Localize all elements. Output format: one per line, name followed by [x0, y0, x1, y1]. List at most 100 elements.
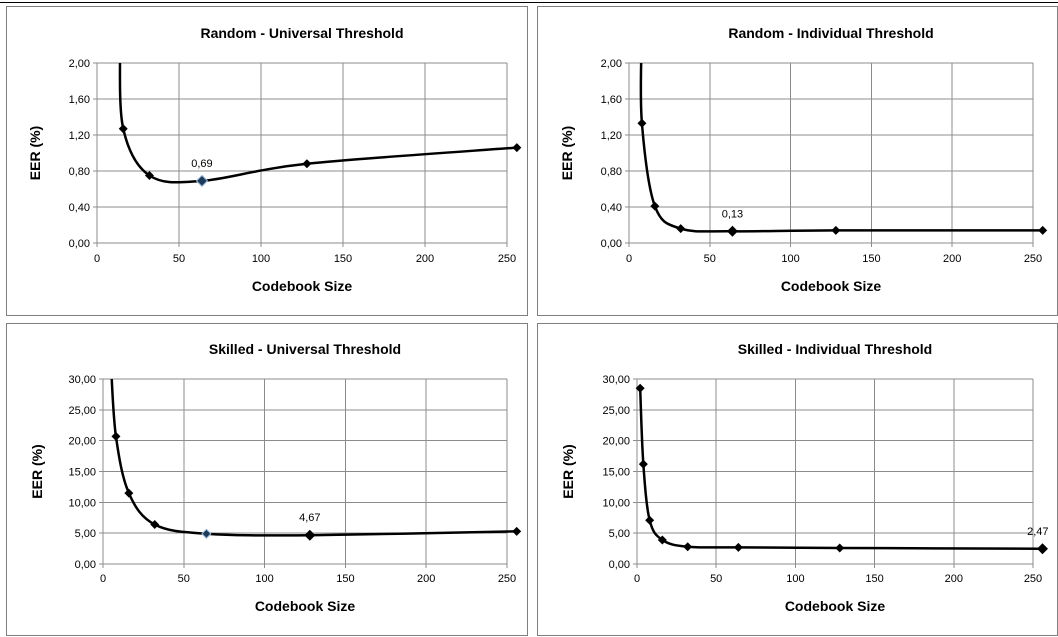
- data-point: [1038, 225, 1048, 235]
- y-tick-label: 0,00: [609, 559, 630, 571]
- data-point: [657, 535, 667, 545]
- chart-svg-random-universal: 0,00 0,40 0,80 1,20 1,60 2,00 0 50 100 150 200 250 R…: [27, 25, 522, 294]
- y-axis-title: EER (%): [560, 444, 576, 498]
- x-tick-label: 200: [943, 253, 961, 265]
- data-point: [835, 543, 845, 553]
- y-tick-label: 10,00: [602, 497, 630, 509]
- chart-panel-skilled-universal: 0,00 5,00 10,00 15,00 20,00 25,00 30,00 0 50 100 1…: [6, 323, 528, 636]
- x-tick-label: 150: [334, 253, 352, 265]
- x-tick-label: 100: [255, 573, 273, 585]
- x-axis-title: Codebook Size: [252, 278, 353, 294]
- y-tick-label: 2,00: [601, 58, 622, 70]
- x-tick-label: 50: [710, 573, 722, 585]
- x-axis-title: Codebook Size: [785, 598, 886, 614]
- y-tick-label: 30,00: [68, 374, 96, 386]
- y-tick-label: 0,00: [601, 238, 622, 250]
- y-tick-label: 0,00: [69, 238, 90, 250]
- x-tick-label: 0: [94, 253, 100, 265]
- x-tick-label: 150: [865, 573, 883, 585]
- x-tick-label: 200: [417, 573, 435, 585]
- x-tick-label: 200: [416, 253, 434, 265]
- y-tick-label: 25,00: [602, 405, 630, 417]
- data-point: [302, 159, 312, 169]
- x-tick-label: 0: [100, 573, 106, 585]
- y-tick-label: 0,40: [601, 202, 622, 214]
- x-axis-title: Codebook Size: [781, 278, 882, 294]
- series-line: [639, 63, 1044, 233]
- x-tick-label: 100: [781, 253, 799, 265]
- data-point: [124, 488, 134, 498]
- y-axis-title: EER (%): [559, 126, 575, 180]
- data-point: [1037, 543, 1049, 555]
- chart-panel-random-universal: 0,00 0,40 0,80 1,20 1,60 2,00 0 50 100 150 200 250 R…: [6, 6, 528, 316]
- x-tick-label: 250: [498, 253, 516, 265]
- data-point: [676, 224, 686, 234]
- y-tick-label: 0,00: [75, 559, 96, 571]
- x-tick-label: 250: [1024, 253, 1042, 265]
- chart-svg-skilled-universal: 0,00 5,00 10,00 15,00 20,00 25,00 30,00 0 50 100 1…: [29, 341, 522, 614]
- x-tick-label: 0: [634, 573, 640, 585]
- y-tick-label: 30,00: [602, 374, 630, 386]
- y-axis-title: EER (%): [27, 126, 43, 180]
- y-tick-label: 15,00: [602, 467, 630, 479]
- data-point: [144, 171, 154, 180]
- data-point: [118, 124, 128, 134]
- data-label: 0,13: [722, 208, 743, 220]
- data-point: [635, 383, 645, 393]
- data-point: [638, 459, 648, 469]
- y-tick-label: 20,00: [68, 436, 96, 448]
- chart-title: Random - Individual Threshold: [728, 25, 933, 41]
- y-tick-label: 0,80: [69, 166, 90, 178]
- data-point: [733, 542, 743, 552]
- x-tick-label: 0: [626, 253, 632, 265]
- x-tick-label: 50: [704, 253, 716, 265]
- chart-title: Random - Universal Threshold: [200, 25, 403, 41]
- data-point: [637, 118, 647, 128]
- y-tick-label: 10,00: [68, 497, 96, 509]
- x-tick-label: 250: [1024, 573, 1042, 585]
- data-point: [512, 526, 522, 536]
- x-tick-label: 100: [786, 573, 804, 585]
- top-rule: [0, 2, 1058, 3]
- y-tick-label: 0,80: [601, 166, 622, 178]
- chart-title: Skilled - Individual Threshold: [738, 341, 932, 357]
- y-tick-label: 25,00: [68, 405, 96, 417]
- y-tick-label: 1,20: [601, 130, 622, 142]
- series-line: [638, 387, 1044, 551]
- data-point: [304, 529, 316, 541]
- data-point: [645, 515, 655, 525]
- y-tick-label: 1,20: [69, 130, 90, 142]
- y-tick-label: 5,00: [609, 528, 630, 540]
- x-tick-label: 50: [178, 573, 190, 585]
- data-point: [512, 143, 522, 153]
- x-axis-title: Codebook Size: [255, 598, 356, 614]
- chart-svg-skilled-individual: 0,00 5,00 10,00 15,00 20,00 25,00 30,00 0 50 100 1…: [560, 341, 1049, 614]
- y-tick-label: 5,00: [75, 528, 96, 540]
- x-tick-label: 250: [498, 573, 516, 585]
- chart-panel-skilled-individual: 0,00 5,00 10,00 15,00 20,00 25,00 30,00 0 50 100 1…: [537, 323, 1058, 636]
- data-point: [195, 174, 209, 188]
- data-label: 0,69: [191, 158, 212, 170]
- y-tick-label: 1,60: [601, 94, 622, 106]
- chart-panel-random-individual: 0,00 0,40 0,80 1,20 1,60 2,00 0 50 100 150 200 250 R…: [537, 6, 1058, 316]
- chart-svg-random-individual: 0,00 0,40 0,80 1,20 1,60 2,00 0 50 100 150 200 250 R…: [559, 25, 1048, 294]
- chart-title: Skilled - Universal Threshold: [209, 341, 401, 357]
- data-label: 2,47: [1027, 526, 1048, 538]
- x-tick-label: 50: [173, 253, 185, 265]
- data-point: [831, 225, 841, 235]
- data-point: [683, 542, 693, 552]
- data-point: [650, 201, 660, 211]
- x-tick-label: 200: [945, 573, 963, 585]
- y-tick-label: 0,40: [69, 202, 90, 214]
- data-point: [150, 520, 160, 530]
- x-tick-label: 150: [862, 253, 880, 265]
- data-label: 4,67: [299, 512, 320, 524]
- y-tick-label: 15,00: [68, 467, 96, 479]
- x-tick-label: 100: [252, 253, 270, 265]
- series-line: [110, 379, 518, 537]
- y-tick-label: 1,60: [69, 94, 90, 106]
- data-point: [111, 431, 121, 441]
- y-tick-label: 20,00: [602, 436, 630, 448]
- y-axis-title: EER (%): [29, 444, 45, 498]
- data-point: [726, 225, 738, 237]
